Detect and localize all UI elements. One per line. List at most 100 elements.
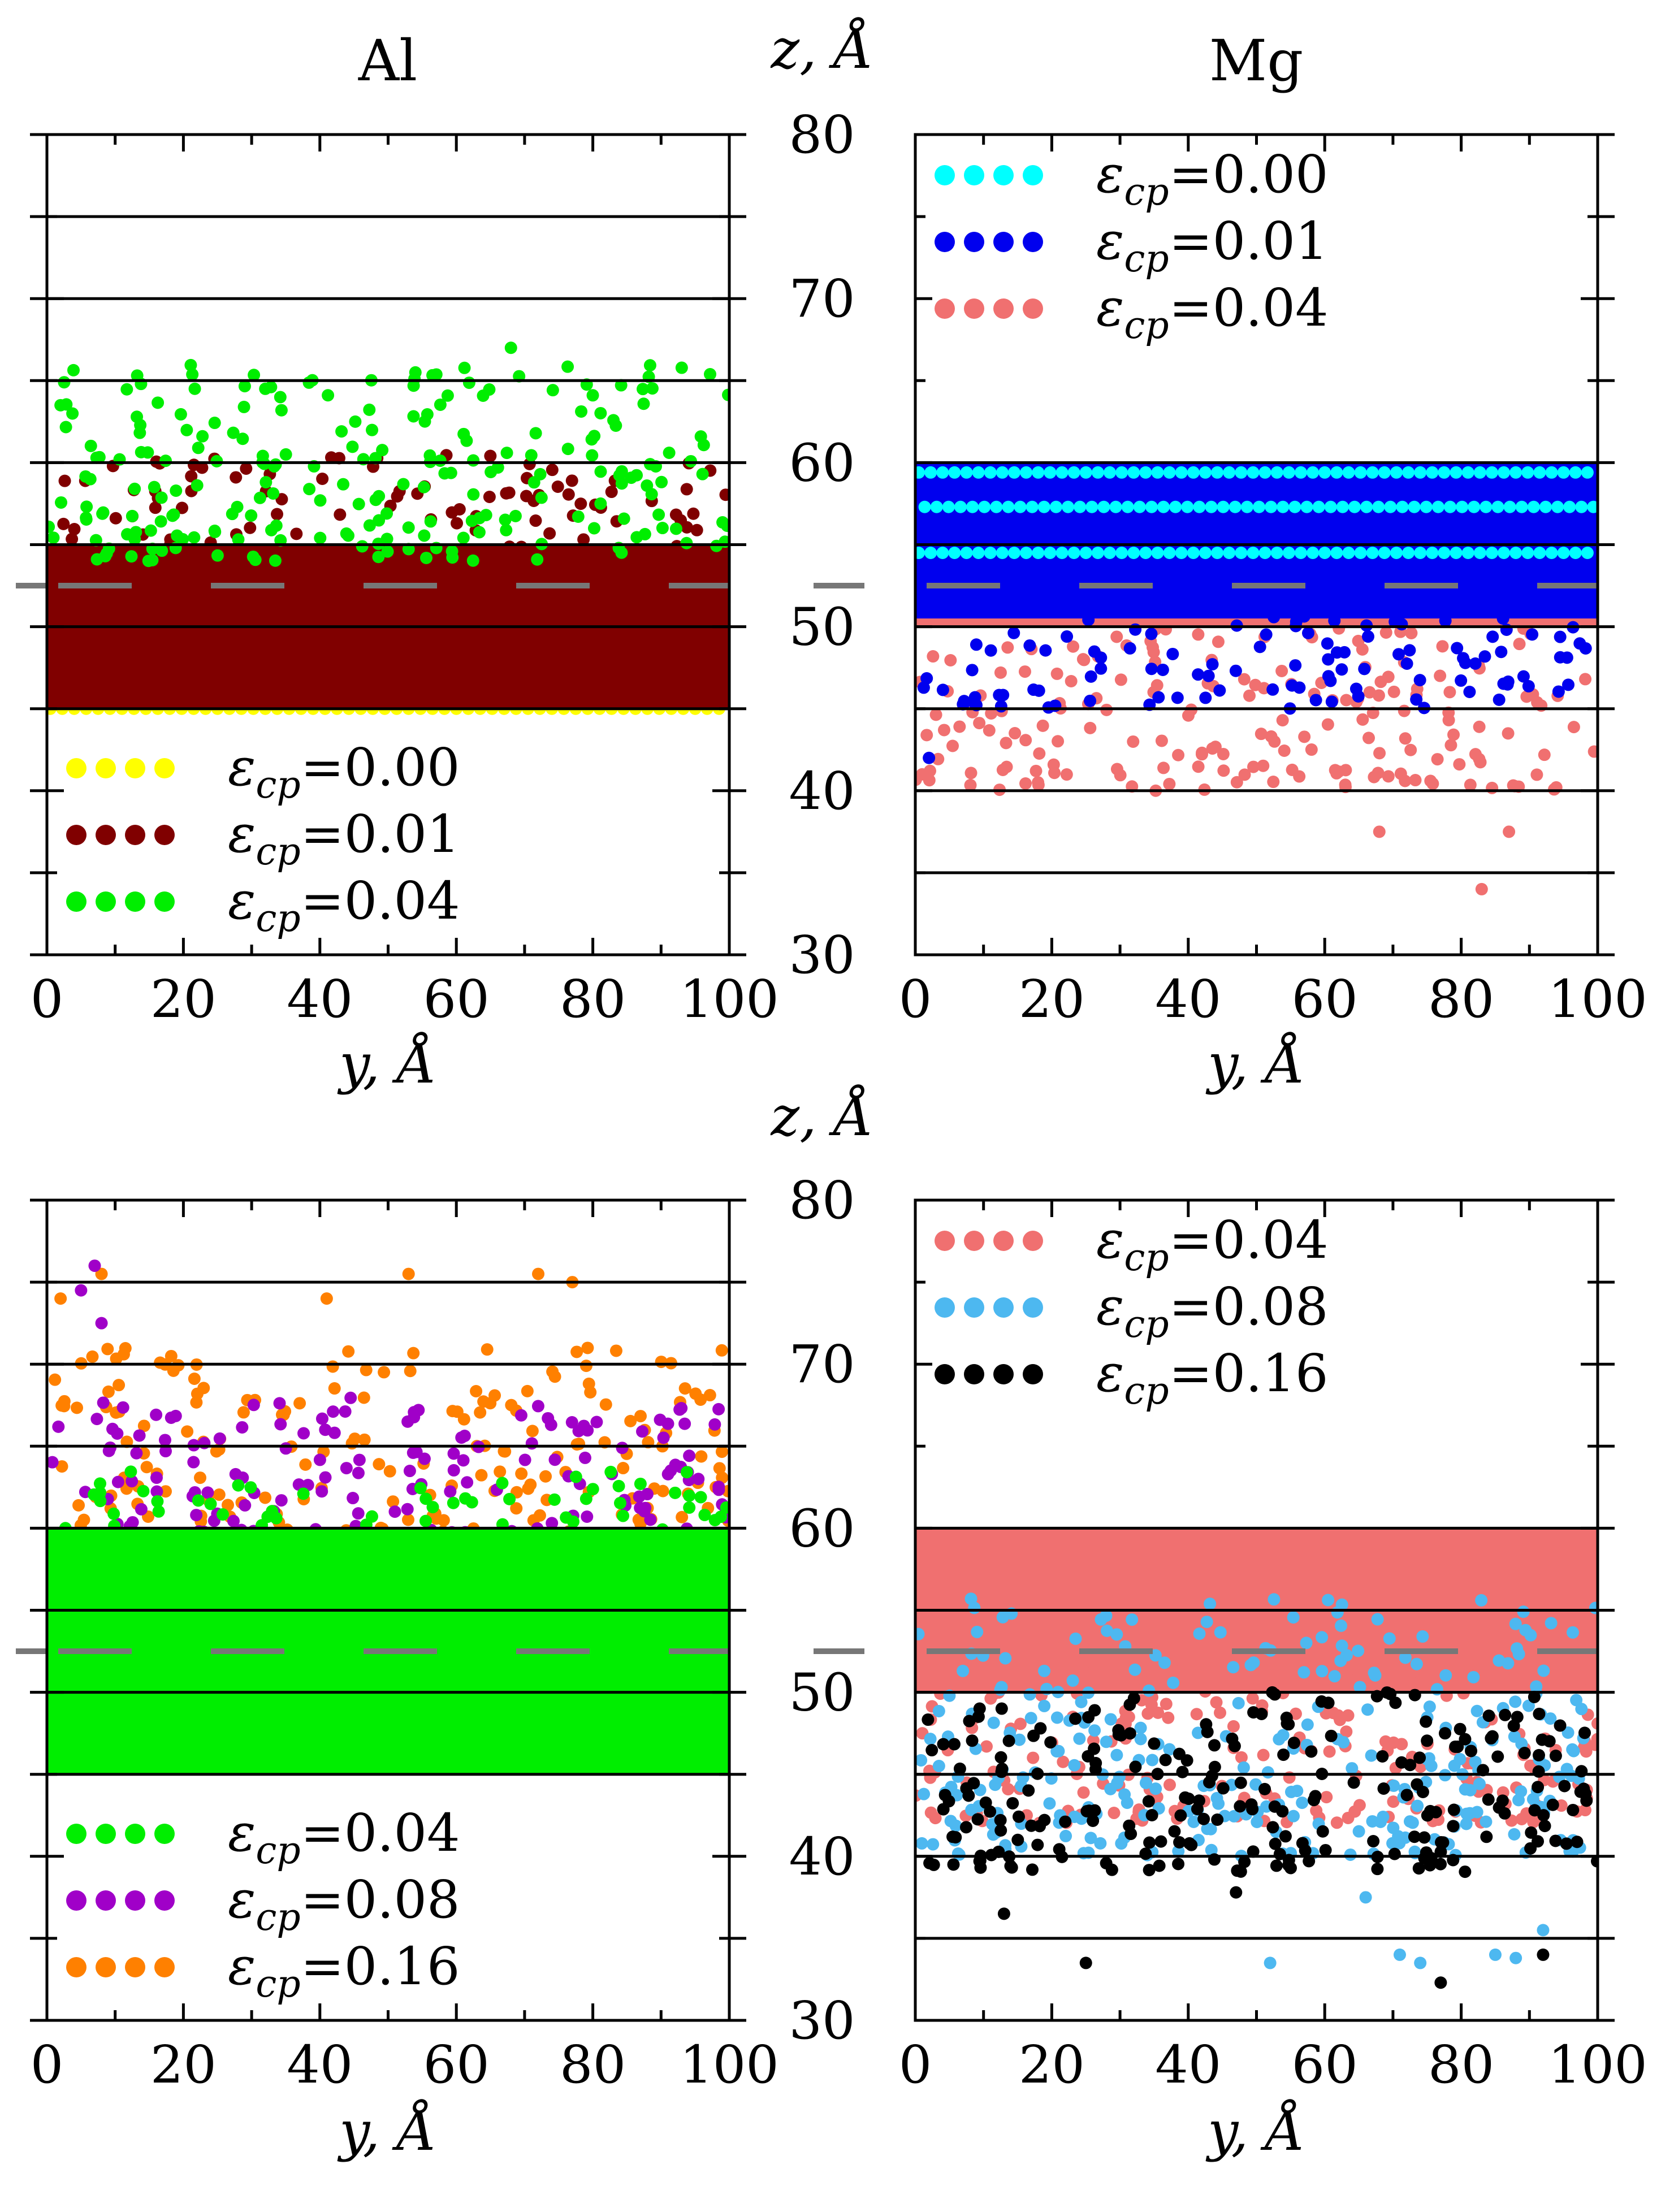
atom-point — [586, 389, 599, 402]
atom-point — [983, 724, 996, 737]
atom-point — [927, 1858, 940, 1871]
atom-point — [1485, 1732, 1498, 1745]
legend-marker — [964, 1231, 984, 1251]
atom-point — [1330, 1816, 1343, 1829]
atom-point — [576, 1565, 589, 1578]
x-tick-label: 100 — [680, 2034, 779, 2095]
atom-point — [1122, 1711, 1135, 1724]
atom-point — [1342, 1811, 1355, 1824]
atom-point — [1052, 1745, 1065, 1758]
atom-point — [566, 1515, 579, 1528]
atom-point — [176, 1530, 189, 1543]
atom-point — [1469, 657, 1482, 670]
atom-point — [1124, 1828, 1137, 1841]
legend-item: εcp=0.04 — [66, 871, 460, 940]
legend-marker — [66, 825, 86, 845]
lattice-atom — [936, 466, 949, 479]
lattice-atom — [1294, 547, 1307, 560]
atom-point — [303, 483, 316, 496]
atom-point — [344, 1391, 357, 1404]
atom-point — [515, 540, 528, 553]
atom-point — [1444, 739, 1457, 752]
atom-point — [1395, 618, 1408, 631]
lattice-atom — [1020, 466, 1033, 479]
atom-point — [149, 501, 162, 514]
atom-point — [1287, 1737, 1300, 1750]
lattice-atom — [1067, 547, 1080, 560]
atom-point — [1339, 778, 1352, 791]
atom-point — [1084, 694, 1097, 707]
atom-point — [1296, 1837, 1309, 1850]
atom-point — [607, 414, 620, 427]
atom-point — [1399, 1831, 1412, 1844]
atom-point — [929, 708, 942, 721]
x-tick-label: 80 — [1428, 2034, 1494, 2095]
atom-point — [109, 512, 122, 525]
atom-point — [1352, 634, 1365, 647]
atom-point — [1160, 1698, 1173, 1711]
atom-point — [525, 449, 538, 462]
atom-point — [1439, 1669, 1452, 1682]
atom-point — [131, 369, 144, 382]
atom-point — [116, 1401, 129, 1414]
atom-point — [340, 1462, 353, 1475]
atom-point — [1465, 1745, 1478, 1758]
atom-point — [1438, 1727, 1451, 1740]
atom-point — [1342, 1709, 1355, 1722]
atom-point — [1196, 1673, 1209, 1686]
atom-point — [390, 1573, 403, 1586]
atom-point — [669, 508, 682, 521]
atom-point — [1316, 1631, 1329, 1644]
atom-point — [1579, 673, 1592, 686]
atom-point — [932, 1760, 945, 1773]
lattice-atom — [1044, 466, 1057, 479]
lattice-atom — [1509, 547, 1522, 560]
atom-point — [314, 531, 327, 544]
atom-point — [1331, 1606, 1344, 1619]
atom-point — [1145, 627, 1158, 640]
lattice-atom — [1414, 466, 1427, 479]
atom-point — [1127, 1692, 1140, 1705]
atom-point — [1268, 1800, 1281, 1813]
atom-point — [645, 1566, 658, 1579]
atom-point — [617, 1462, 630, 1475]
atom-point — [655, 1356, 668, 1369]
atom-point — [1434, 1858, 1447, 1871]
x-tick-label: 0 — [31, 2034, 64, 2095]
atom-point — [1287, 1810, 1300, 1823]
atom-point — [526, 1574, 539, 1587]
atom-point — [1145, 663, 1158, 676]
legend-marker — [66, 891, 86, 912]
atom-point — [1153, 1859, 1166, 1872]
atom-point — [1379, 1735, 1392, 1748]
atom-point — [1012, 1810, 1025, 1823]
atom-point — [1517, 670, 1530, 683]
atom-point — [1275, 664, 1288, 677]
atom-point — [1155, 734, 1168, 747]
atom-point — [1007, 626, 1020, 639]
atom-point — [1475, 1594, 1488, 1607]
atom-point — [1463, 1807, 1476, 1820]
atom-point — [915, 1837, 928, 1850]
atom-point — [183, 551, 196, 564]
atom-point — [1068, 1759, 1081, 1772]
atom-point — [586, 449, 599, 462]
atom-point — [373, 1458, 386, 1471]
lattice-atom — [1426, 466, 1439, 479]
atom-point — [210, 1445, 223, 1458]
atom-point — [653, 1584, 666, 1597]
atom-point — [548, 1493, 561, 1506]
atom-point — [1095, 651, 1108, 664]
lattice-atom — [1258, 547, 1271, 560]
atom-point — [1009, 727, 1022, 740]
atom-point — [1578, 1786, 1591, 1799]
lattice-atom — [1324, 500, 1337, 513]
atom-point — [1374, 676, 1387, 689]
atom-point — [119, 560, 132, 573]
atom-point — [483, 383, 496, 396]
atom-point — [152, 396, 165, 409]
atom-point — [1152, 691, 1165, 704]
outlier-point — [1509, 1951, 1522, 1964]
x-tick-label: 0 — [31, 969, 64, 1029]
